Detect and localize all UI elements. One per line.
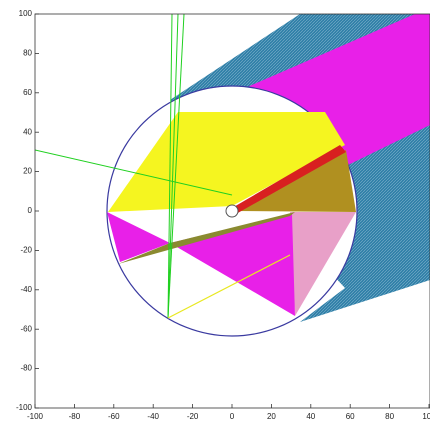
y-tick-label: 0 — [28, 206, 33, 215]
x-tick-label: 20 — [267, 412, 276, 421]
chart: -100 -80 -60 -40 -20 0 20 40 60 80 100 -100 -80 -60 -4… — [0, 0, 430, 423]
x-tick-label: 40 — [306, 412, 315, 421]
x-tick-label: -40 — [147, 412, 159, 421]
y-tick-label: 100 — [19, 9, 33, 18]
y-tick-label: 20 — [23, 167, 32, 176]
x-tick-label: 80 — [385, 412, 394, 421]
x-tick-label: -100 — [27, 412, 44, 421]
x-tick-label: -20 — [187, 412, 199, 421]
y-tick-label: 80 — [23, 49, 32, 58]
y-tick-label: -100 — [16, 403, 33, 412]
inner-rod — [226, 205, 238, 217]
x-tick-label: -80 — [69, 412, 81, 421]
x-tick-label: 60 — [346, 412, 355, 421]
y-tick-label: 60 — [23, 88, 32, 97]
x-tick-label: 100 — [422, 412, 430, 421]
y-tick-label: -40 — [20, 285, 32, 294]
y-tick-label: 40 — [23, 127, 32, 136]
x-tick-label: -60 — [108, 412, 120, 421]
x-tick-label: 0 — [230, 412, 235, 421]
y-tick-label: -60 — [20, 324, 32, 333]
y-tick-label: -80 — [20, 364, 32, 373]
y-tick-label: -20 — [20, 246, 32, 255]
